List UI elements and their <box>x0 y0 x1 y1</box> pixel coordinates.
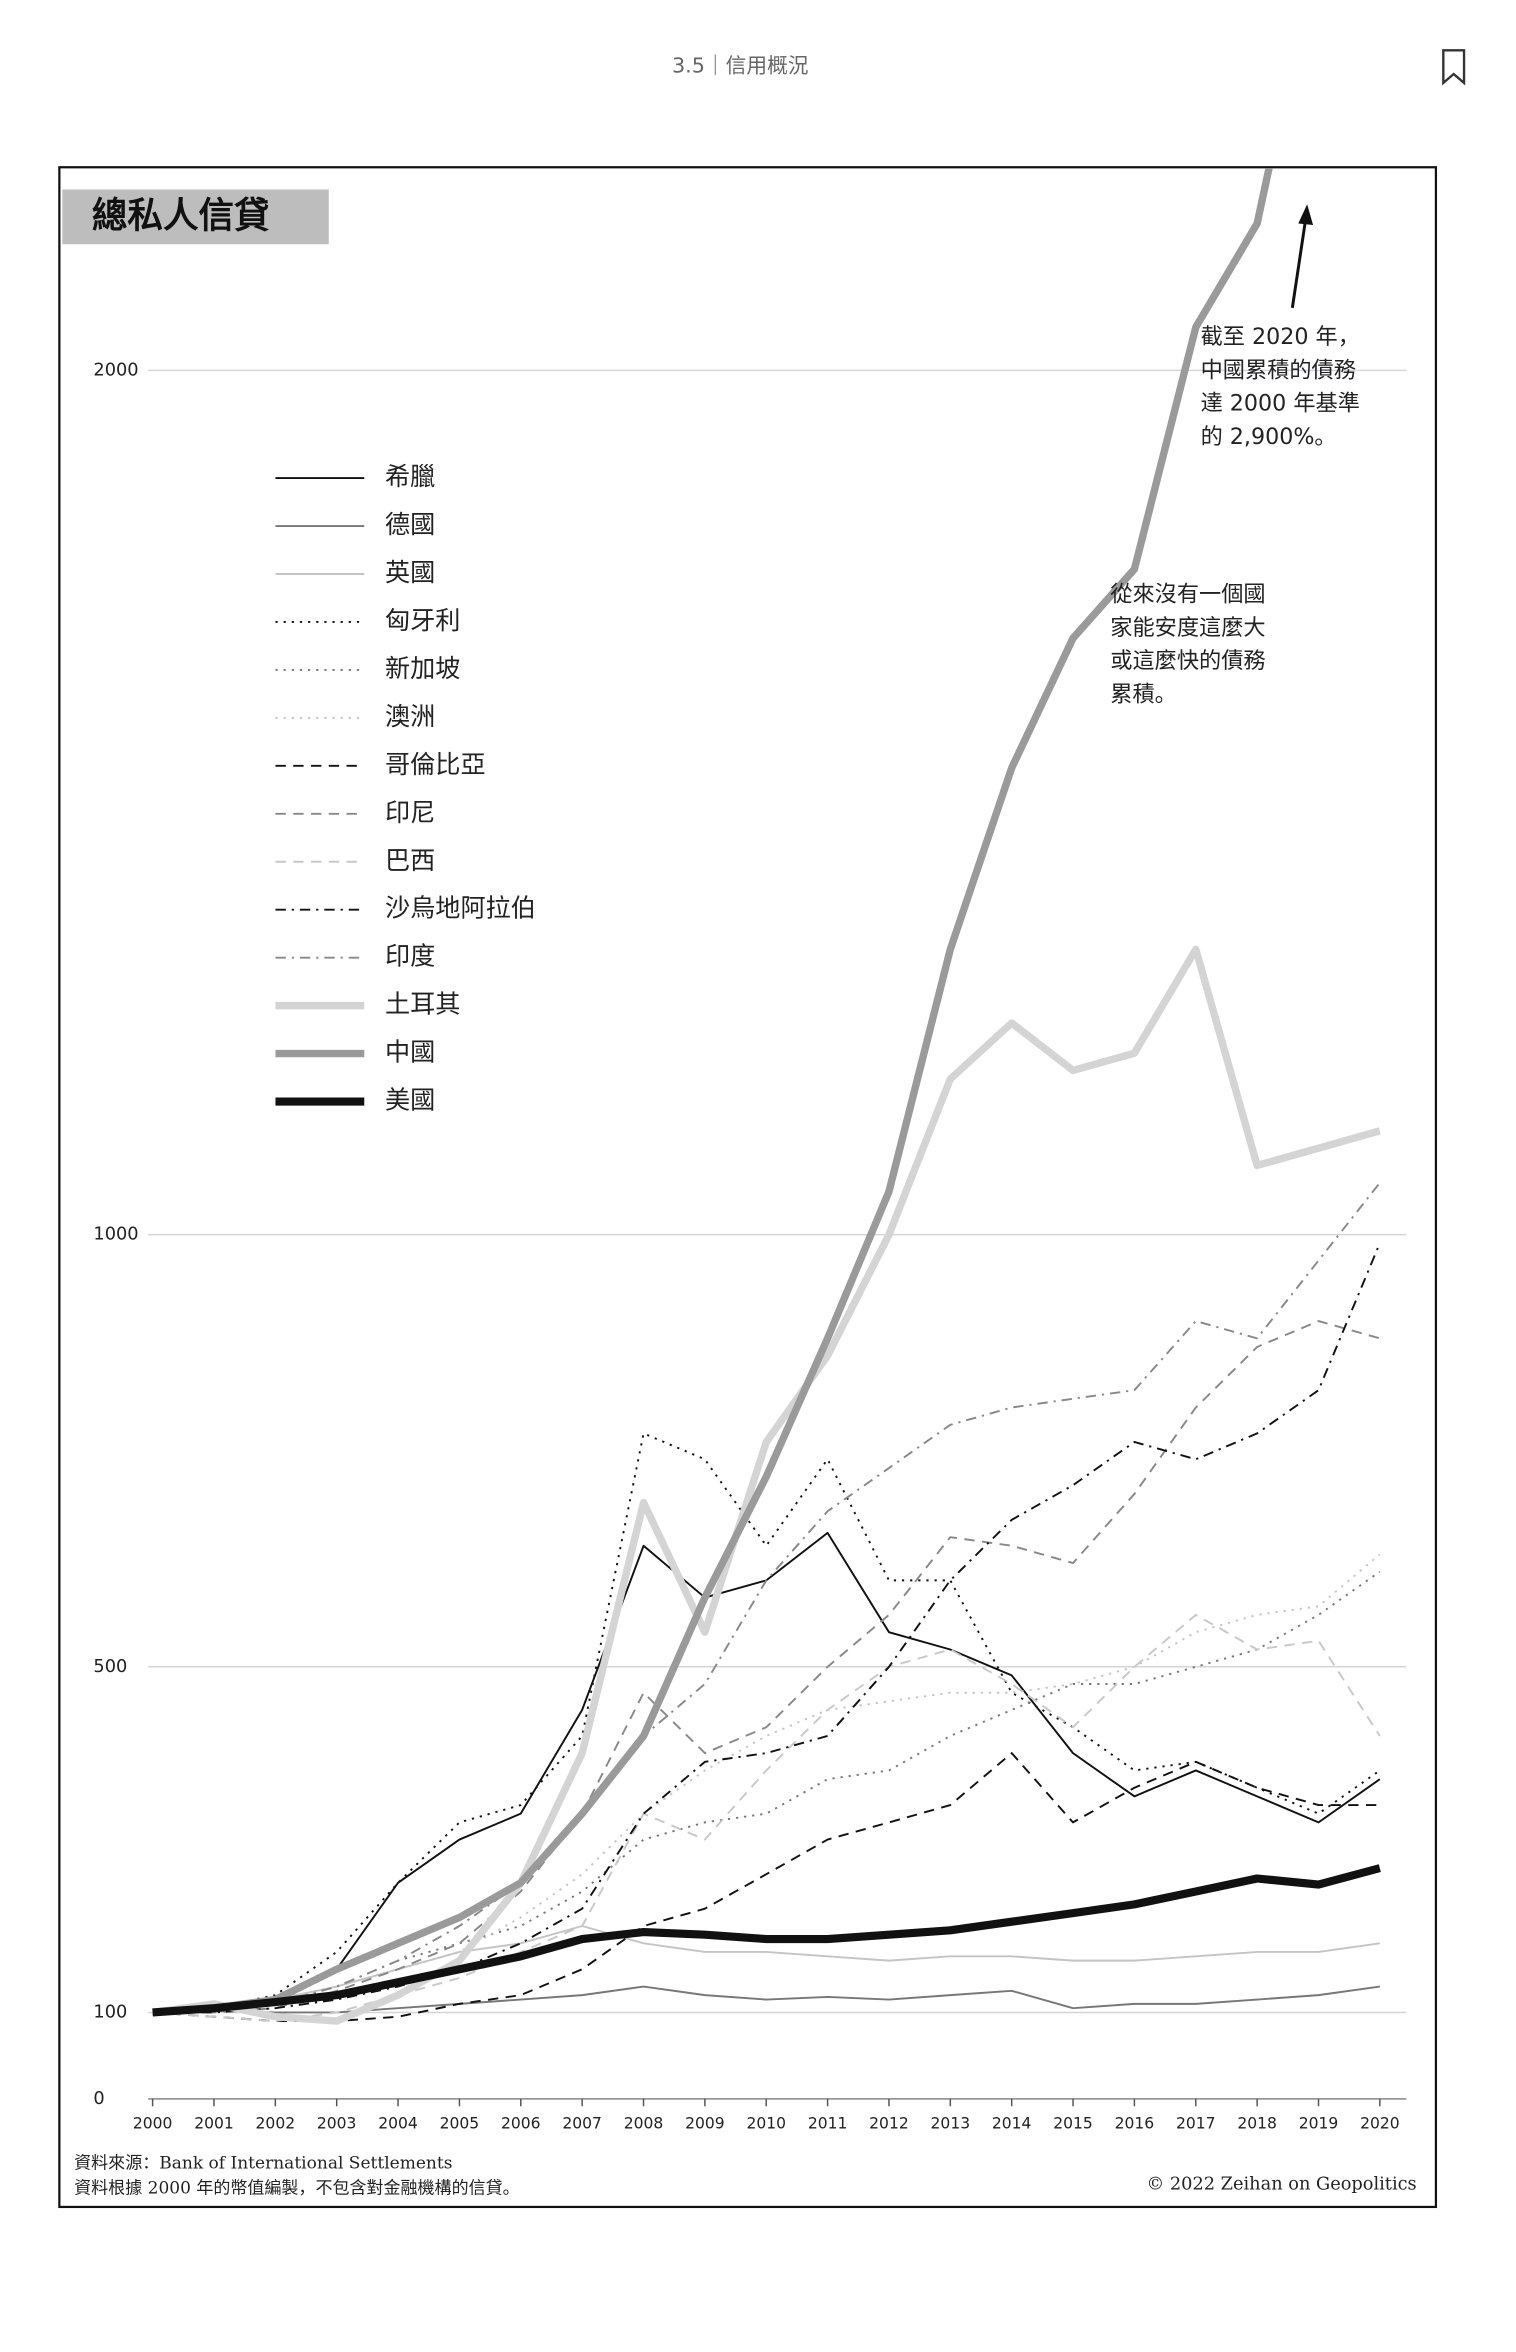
series-line <box>152 1752 1380 2022</box>
x-tick-label: 2007 <box>562 2115 602 2133</box>
series-line <box>152 1182 1381 2014</box>
annotation-line: 截至 2020 年， <box>1201 324 1360 350</box>
series-line <box>152 168 1273 2017</box>
y-tick-label: 0 <box>93 2089 104 2109</box>
x-tick-label: 2018 <box>1237 2115 1277 2133</box>
y-tick-label: 100 <box>93 2002 127 2022</box>
title-box <box>62 189 329 245</box>
chart-title: 總私人信貸 <box>92 196 270 237</box>
x-tick-label: 2015 <box>1053 2115 1093 2133</box>
legend-label: 英國 <box>385 558 435 587</box>
series-line <box>152 1432 1381 2014</box>
series-line <box>152 1613 1381 2022</box>
bookmark-icon[interactable] <box>1442 49 1466 86</box>
plot-lines <box>152 168 1381 2025</box>
x-tick-label: 2012 <box>869 2115 909 2133</box>
annotation-line: 或這麼快的債務 <box>1110 648 1265 674</box>
x-tick-label: 2003 <box>317 2115 357 2133</box>
annotation-line: 達 2000 年基準 <box>1201 391 1360 417</box>
note: 資料根據 2000 年的幣值編製，不包含對金融機構的信貸。 <box>74 2179 519 2199</box>
legend-label: 新加坡 <box>385 654 460 683</box>
annotation-line: 從來沒有一個國 <box>1110 582 1265 608</box>
x-tick-label: 2020 <box>1360 2115 1400 2133</box>
series-line <box>152 1553 1381 2014</box>
source: 資料來源：Bank of International Settlements <box>74 2154 452 2174</box>
series-line <box>152 1925 1380 2014</box>
x-tick-label: 2013 <box>931 2115 971 2133</box>
series-line <box>152 945 1381 2025</box>
annotation-line: 的 2,900%。 <box>1201 424 1337 450</box>
y-tick-label: 2000 <box>93 360 138 380</box>
series-line <box>152 1864 1381 2017</box>
x-tick-label: 2000 <box>133 2115 173 2133</box>
y-tick-label: 1000 <box>93 1225 138 1245</box>
annotation-line: 累積。 <box>1110 681 1177 707</box>
legend-label: 希臘 <box>385 462 435 491</box>
legend-label: 德國 <box>385 510 435 539</box>
legend-label: 美國 <box>385 1086 435 1115</box>
legend-label: 印度 <box>385 942 435 971</box>
legend-label: 印尼 <box>385 798 435 827</box>
grid: 0 100 500 1000 2000 2000 2001 2002 2003 2004 2005 2… <box>93 360 1407 2133</box>
credit: © 2022 Zeihan on Geopolitics <box>1146 2175 1416 2195</box>
x-tick-label: 2008 <box>624 2115 664 2133</box>
x-tick-label: 2002 <box>256 2115 296 2133</box>
x-tick-label: 2009 <box>685 2115 725 2133</box>
x-tick-label: 2010 <box>746 2115 786 2133</box>
annotation-line: 中國累積的債務 <box>1201 357 1356 383</box>
x-tick-label: 2005 <box>440 2115 480 2133</box>
x-tick-label: 2004 <box>378 2115 418 2133</box>
arrow-head <box>1298 204 1314 225</box>
page-header: 3.5｜信用概況 <box>672 54 809 78</box>
x-tick-label: 2011 <box>808 2115 848 2133</box>
legend-label: 中國 <box>385 1038 435 1067</box>
legend-label: 澳洲 <box>385 702 435 731</box>
legend-label: 土耳其 <box>385 990 460 1019</box>
chart-frame <box>58 166 1438 2209</box>
x-tick-label: 2019 <box>1299 2115 1339 2133</box>
x-tick-label: 2017 <box>1176 2115 1216 2133</box>
x-tick-label: 2001 <box>194 2115 234 2133</box>
legend-label: 巴西 <box>385 846 435 875</box>
series-line <box>152 1320 1381 2014</box>
legend-label: 匈牙利 <box>385 606 460 635</box>
legend-label: 沙烏地阿拉伯 <box>385 894 536 923</box>
legend-label: 哥倫比亞 <box>385 750 486 779</box>
x-tick-label: 2006 <box>501 2115 541 2133</box>
x-tick-label: 2016 <box>1115 2115 1155 2133</box>
x-tick-label: 2014 <box>992 2115 1032 2133</box>
y-tick-label: 500 <box>93 1657 127 1677</box>
annotation-arrow <box>1290 218 1308 309</box>
annotation-line: 家能安度這麼大 <box>1110 615 1265 641</box>
